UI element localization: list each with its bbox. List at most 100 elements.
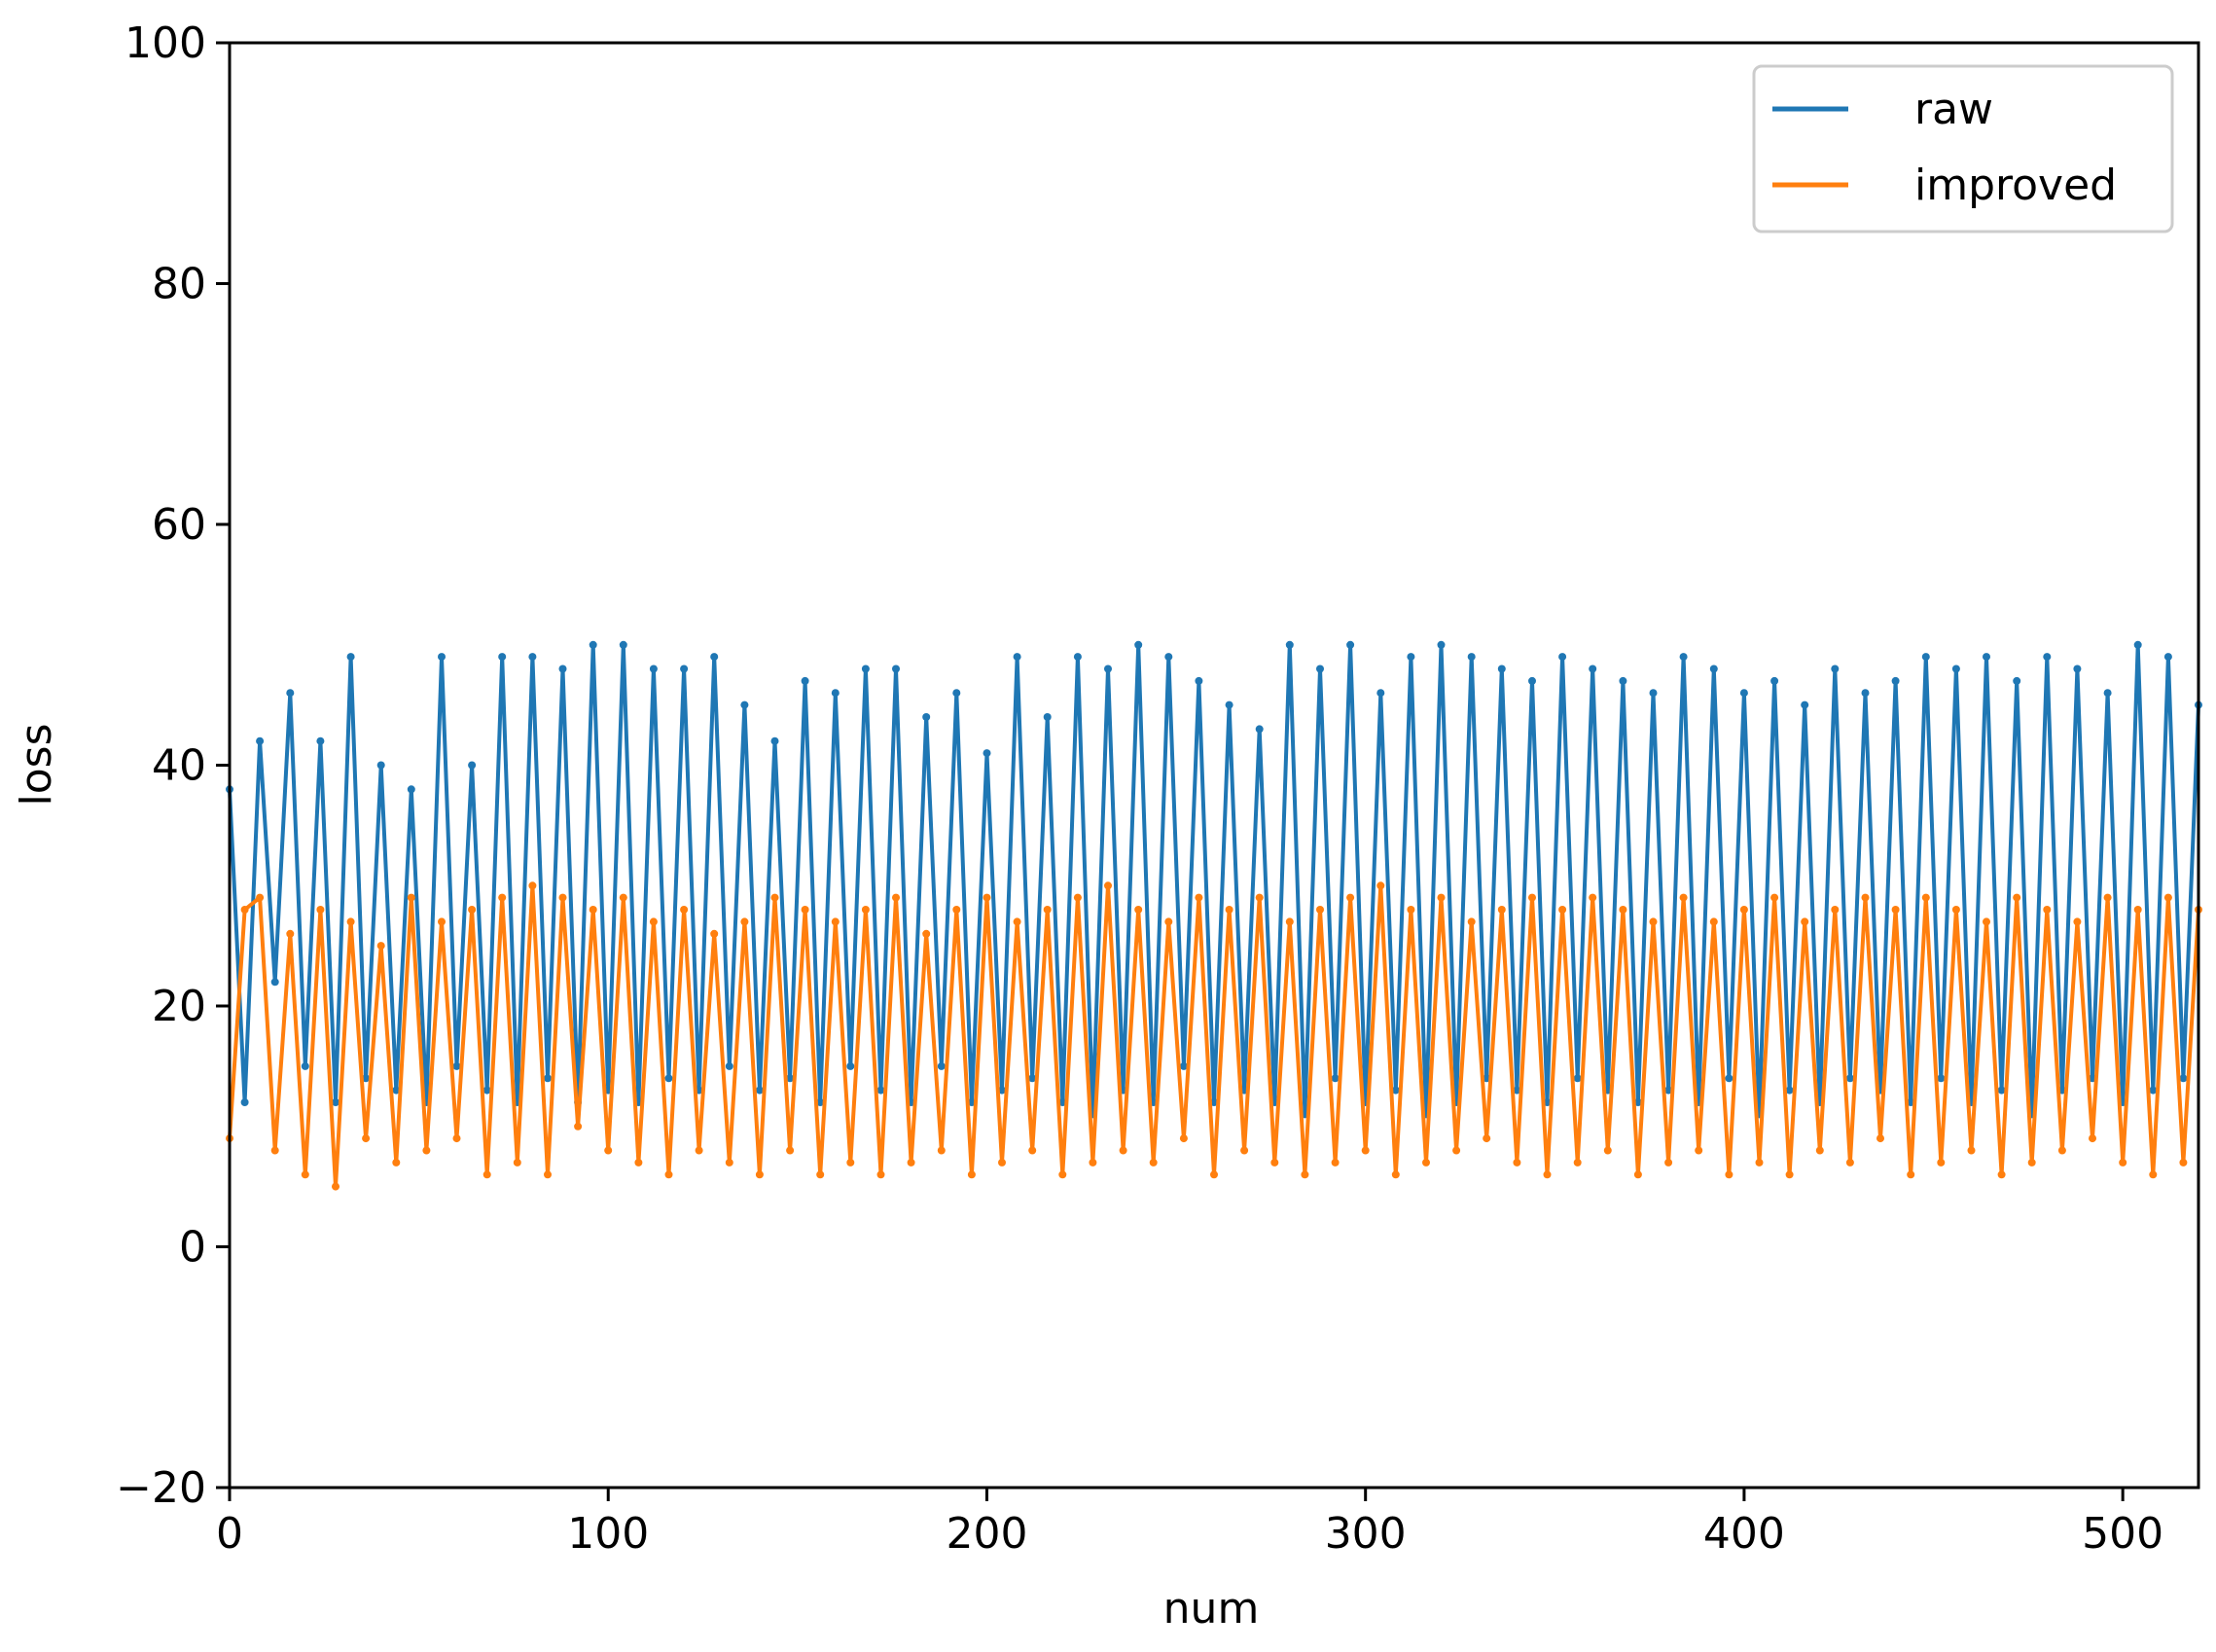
data-point-improved [544,1170,552,1179]
data-point-raw [1179,1061,1188,1070]
data-point-improved [1558,906,1567,914]
data-point-improved [1983,917,1990,926]
data-point-raw [1679,653,1688,662]
data-point-improved [316,906,325,914]
data-point-improved [362,1134,371,1143]
data-point-improved [2057,1146,2066,1155]
data-point-improved [2043,906,2052,914]
data-point-improved [1195,893,1203,902]
data-point-raw [1558,653,1567,662]
data-point-raw [755,1086,764,1095]
data-point-raw [2179,1074,2188,1083]
data-point-improved [861,906,870,914]
data-point-raw [1770,676,1779,685]
data-point-raw [680,664,689,673]
data-point-improved [1603,1146,1612,1155]
data-point-raw [1785,1086,1794,1095]
data-point-improved [574,1122,583,1131]
data-point-improved [1225,906,1233,914]
data-point-improved [801,906,809,914]
y-tick-label: 80 [152,260,206,309]
data-point-improved [1119,1146,1127,1155]
data-point-improved [1240,1146,1249,1155]
data-point-raw [1801,700,1809,709]
y-tick-label: −20 [116,1463,206,1513]
data-point-improved [452,1134,461,1143]
data-point-improved [1619,906,1627,914]
data-point-improved [1664,1158,1673,1167]
data-point-improved [876,1170,885,1179]
data-point-improved [1301,1170,1309,1179]
data-point-improved [1725,1170,1733,1179]
data-point-raw [558,664,567,673]
data-point-improved [1210,1170,1218,1179]
data-point-improved [1407,906,1415,914]
x-axis-label: num [1163,1584,1260,1634]
data-point-improved [483,1170,491,1179]
data-point-improved [664,1170,673,1179]
data-point-raw [1285,640,1294,649]
data-point-improved [1573,1158,1582,1167]
data-point-raw [498,653,507,662]
data-point-improved [740,917,749,926]
data-point-raw [1951,664,1960,673]
data-point-raw [1739,689,1748,698]
data-point-improved [1270,1158,1279,1167]
data-point-raw [2103,689,2112,698]
data-point-raw [1633,1098,1642,1106]
data-point-improved [680,906,689,914]
data-point-raw [316,736,325,745]
data-point-improved [1346,893,1355,902]
data-point-raw [346,653,355,662]
x-tick-label: 300 [1325,1509,1407,1559]
data-point-raw [452,1061,461,1070]
data-point-improved [1073,893,1082,902]
data-point-improved [983,893,991,902]
legend-label-raw: raw [1914,85,1993,134]
data-point-raw [1028,1074,1037,1083]
data-point-raw [1043,713,1052,721]
data-point-raw [1725,1074,1733,1083]
data-point-improved [2119,1158,2127,1167]
series-raw [226,640,2202,1119]
data-point-raw [376,761,385,770]
data-point-improved [1997,1170,2006,1179]
data-point-improved [1649,917,1658,926]
data-point-raw [1921,653,1930,662]
data-point-improved [695,1146,703,1155]
data-point-raw [922,713,931,721]
legend-frame [1752,64,2174,233]
data-point-improved [270,1146,279,1155]
data-point-raw [1255,725,1264,734]
data-point-improved [952,906,961,914]
data-point-improved [604,1146,613,1155]
data-point-improved [513,1158,521,1167]
data-point-raw [1316,664,1324,673]
data-point-improved [1831,906,1840,914]
series-layer [226,640,2202,1191]
x-tick-label: 100 [567,1509,649,1559]
data-point-improved [937,1146,946,1155]
data-point-raw [983,749,991,758]
data-point-improved [286,929,295,938]
data-point-raw [649,664,658,673]
data-point-raw [256,736,265,745]
data-point-raw [2073,664,2082,673]
data-point-raw [589,640,597,649]
y-tick-label: 20 [152,982,206,1031]
data-point-raw [725,1061,733,1070]
data-point-improved [1739,906,1748,914]
data-point-improved [1028,1146,1037,1155]
data-point-improved [1589,893,1597,902]
data-point-raw [1437,640,1446,649]
data-point-improved [1331,1158,1340,1167]
data-point-improved [2163,893,2172,902]
data-point-raw [1528,676,1536,685]
data-point-improved [1801,917,1809,926]
data-point-raw [876,1086,885,1095]
data-point-improved [1633,1170,1642,1179]
data-point-raw [710,653,719,662]
data-point-improved [831,917,840,926]
data-point-improved [1179,1134,1188,1143]
data-point-improved [1907,1170,1915,1179]
